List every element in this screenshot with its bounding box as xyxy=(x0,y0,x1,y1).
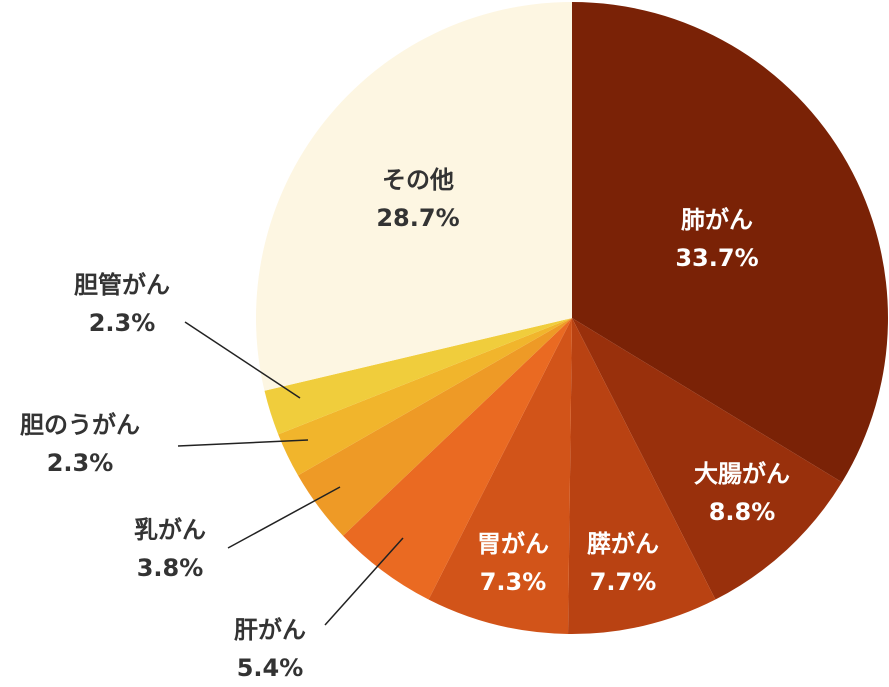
slice-label: 乳がん xyxy=(134,516,206,544)
value-label: 5.4% xyxy=(237,654,304,682)
leader-line xyxy=(184,321,301,399)
slice-label: 大腸がん xyxy=(694,460,790,488)
slice-label: 胆管がん xyxy=(74,271,170,299)
value-label: 8.8% xyxy=(709,498,776,526)
value-label: 7.7% xyxy=(590,568,657,596)
pie-slice xyxy=(428,318,572,634)
value-label: 2.3% xyxy=(47,449,114,477)
pie-slice xyxy=(264,318,572,435)
slice-label: 胃がん xyxy=(477,530,549,558)
value-label: 2.3% xyxy=(89,309,156,337)
slice-label: 肝がん xyxy=(234,616,306,644)
value-label: 33.7% xyxy=(675,244,758,272)
leader-line xyxy=(227,486,341,549)
pie-slice xyxy=(572,318,842,600)
value-label: 7.3% xyxy=(480,568,547,596)
slice-label: 胆のうがん xyxy=(20,411,140,439)
leader-line xyxy=(324,537,404,626)
slice-label: 肺がん xyxy=(681,206,753,234)
slice-label: その他 xyxy=(382,166,454,194)
pie-slice xyxy=(572,2,889,483)
pie-slice xyxy=(278,318,572,476)
pie-slice xyxy=(343,318,572,600)
pie-slice xyxy=(298,318,572,536)
leader-line xyxy=(177,439,309,447)
pie-slice xyxy=(568,318,716,634)
slice-label: 膵がん xyxy=(587,530,659,558)
value-label: 28.7% xyxy=(376,204,459,232)
value-label: 3.8% xyxy=(137,554,204,582)
pie-slice xyxy=(256,1,572,391)
